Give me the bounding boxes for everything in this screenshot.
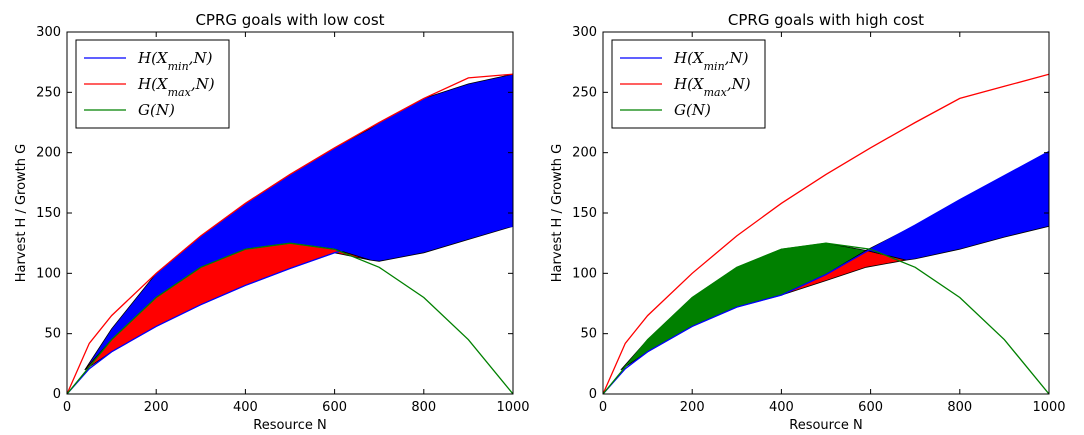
series-line-1 (67, 225, 513, 394)
x-tick-label: 600 (322, 400, 347, 415)
x-tick-label: 400 (233, 400, 258, 415)
y-tick-label: 0 (53, 387, 61, 402)
y-tick-label: 50 (44, 327, 61, 342)
y-tick-label: 150 (36, 206, 61, 221)
x-tick-label: 1000 (496, 400, 529, 415)
y-tick-label: 300 (572, 25, 597, 40)
x-tick-label: 0 (63, 400, 71, 415)
series-line-3 (67, 242, 513, 394)
legend-label: G(N) (674, 101, 711, 119)
y-axis-label: Harvest H / Growth G (14, 144, 29, 282)
y-tick-label: 0 (589, 387, 597, 402)
series-line-2 (67, 73, 513, 394)
y-tick-label: 250 (36, 85, 61, 100)
legend-label: H(Xmax,N) (137, 75, 215, 99)
plot-area (67, 73, 513, 394)
x-tick-label: 800 (947, 400, 972, 415)
chart-panel-1: 0 200 400 600 800 1000 0 50 100 150 200 250 300 CPRG … (14, 11, 530, 433)
x-axis-label: Resource N (789, 418, 862, 433)
x-tick-label: 200 (144, 400, 169, 415)
x-tick-label: 200 (680, 400, 705, 415)
y-tick-label: 250 (572, 85, 597, 100)
y-tick-label: 100 (572, 266, 597, 281)
x-axis-label: Resource N (253, 418, 326, 433)
y-axis-label: Harvest H / Growth G (550, 144, 565, 282)
series-line-2 (603, 73, 1049, 394)
legend: H(Xmin,N)H(Xmax,N) G(N) (611, 39, 766, 129)
y-tick-label: 100 (36, 266, 61, 281)
chart-title: CPRG goals with high cost (728, 11, 924, 29)
y-tick-label: 150 (572, 206, 597, 221)
legend-label: H(Xmin,N) (673, 49, 749, 73)
x-tick-label: 600 (858, 400, 883, 415)
legend-label: G(N) (138, 101, 175, 119)
plot-area (603, 73, 1049, 394)
y-tick-label: 200 (572, 146, 597, 161)
fill-region-2 (84, 242, 371, 371)
legend-label: H(Xmax,N) (673, 75, 751, 99)
y-tick-label: 200 (36, 146, 61, 161)
series-line-3 (603, 242, 1049, 394)
series-line-1 (603, 150, 1049, 394)
legend: H(Xmin,N)H(Xmax,N) G(N) (75, 39, 230, 129)
x-tick-label: 0 (599, 400, 607, 415)
y-tick-label: 300 (36, 25, 61, 40)
legend-label: H(Xmin,N) (137, 49, 213, 73)
chart-panel-2: 0 200 400 600 800 1000 0 50 100 150 200 250 300 CPRG … (550, 11, 1066, 433)
x-tick-label: 1000 (1032, 400, 1065, 415)
x-tick-label: 800 (411, 400, 436, 415)
x-tick-label: 400 (769, 400, 794, 415)
y-tick-label: 50 (580, 327, 597, 342)
chart-title: CPRG goals with low cost (195, 11, 384, 29)
fill-region-3 (864, 151, 1049, 261)
